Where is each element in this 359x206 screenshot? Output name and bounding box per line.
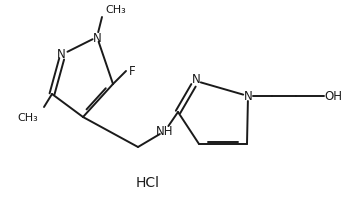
Text: CH₃: CH₃ <box>17 112 38 122</box>
Text: CH₃: CH₃ <box>105 5 126 15</box>
Text: F: F <box>129 65 135 78</box>
Text: HCl: HCl <box>136 175 160 189</box>
Text: N: N <box>93 31 101 44</box>
Text: NH: NH <box>156 125 174 138</box>
Text: OH: OH <box>324 90 342 103</box>
Text: N: N <box>192 73 200 86</box>
Text: N: N <box>244 90 252 103</box>
Text: N: N <box>57 48 65 61</box>
